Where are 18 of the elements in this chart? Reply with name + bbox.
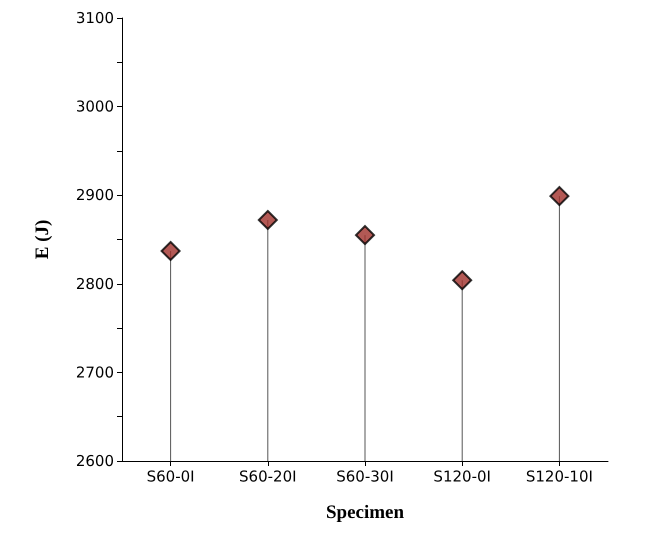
x-tick-label: S60-30I	[336, 468, 394, 486]
point	[452, 270, 472, 290]
y-tick-label: 3000	[76, 98, 114, 116]
x-tick-label: S120-10I	[526, 468, 593, 486]
y-axis-title: E (J)	[32, 220, 53, 260]
y-tick-label: 2700	[76, 363, 114, 382]
y-tick-label: 2600	[76, 452, 114, 470]
y-tick-label: 3100	[76, 9, 114, 27]
point	[160, 241, 181, 262]
point	[258, 210, 278, 230]
x-tick-label: S60-20I	[239, 468, 297, 486]
point	[549, 186, 570, 206]
y-tick-label: 2800	[76, 274, 114, 293]
y-tick-label: 2900	[76, 186, 114, 204]
x-tick-label: S120-0I	[433, 468, 491, 486]
x-tick-label: S60-0I	[146, 468, 195, 486]
point	[355, 225, 375, 246]
x-axis-title: Specimen	[326, 502, 404, 523]
